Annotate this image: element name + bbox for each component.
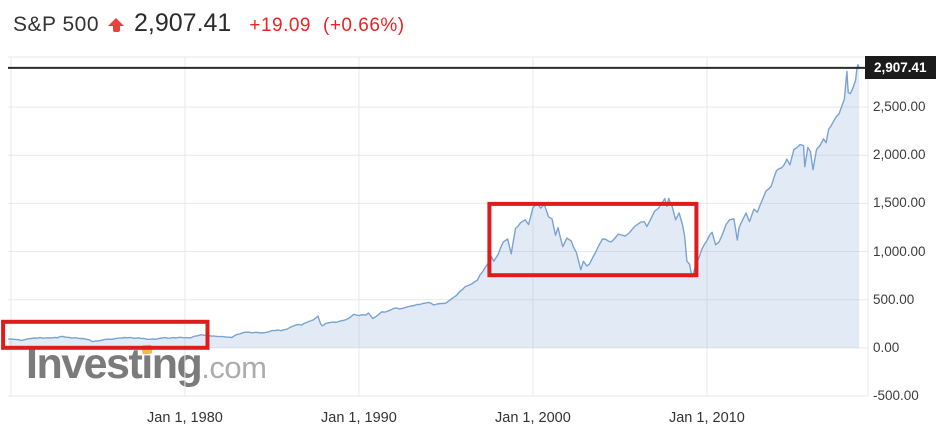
price-change: +19.09 [249, 15, 311, 36]
arrow-stem [113, 25, 121, 32]
x-axis-tick-label: Jan 1, 1990 [321, 410, 397, 426]
last-price: 2,907.41 [134, 9, 232, 37]
x-axis-tick-label: Jan 1, 1980 [147, 410, 223, 426]
y-axis-tick-label: 0.00 [873, 339, 900, 355]
y-axis-tick-label: 1,000.00 [873, 243, 926, 259]
y-axis-tick-label: -500.00 [873, 388, 919, 403]
logo-domain-text: .com [201, 350, 267, 385]
y-axis-tick-label: 500.00 [873, 291, 915, 307]
y-axis-tick-label: 1,500.00 [873, 195, 926, 211]
instrument-name: S&P 500 [13, 13, 100, 36]
y-axis-tick-label: 2,000.00 [873, 147, 926, 163]
instrument-header: S&P 500 2,907.41 +19.09 (+0.66%) [13, 9, 405, 38]
price-up-arrow-icon [108, 18, 125, 33]
x-axis-tick-label: Jan 1, 2000 [495, 410, 571, 426]
annotation-box-seventies-flat-range [1, 319, 210, 350]
price-line-series [8, 64, 860, 343]
arrow-head [108, 18, 125, 26]
logo-orange-dot-i: ı [141, 340, 153, 388]
annotation-box-dotcom-and-housing-bubbles [487, 201, 699, 278]
y-axis-tick-label: 2,500.00 [873, 99, 926, 115]
price-change-percent: (+0.66%) [323, 15, 405, 36]
current-price-badge: 2,907.41 [865, 56, 936, 79]
x-axis-tick-label: Jan 1, 2010 [668, 410, 745, 426]
